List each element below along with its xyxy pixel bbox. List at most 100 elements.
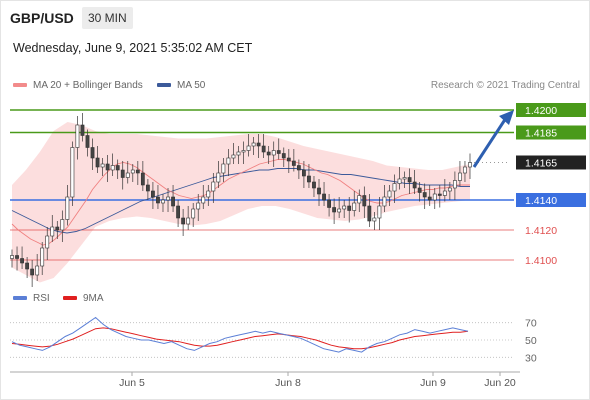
ma50-swatch [157, 83, 171, 88]
candle-body [226, 157, 231, 165]
rsi-swatch [13, 296, 27, 301]
level-value-1.4120: 1.4120 [525, 225, 557, 237]
datetime-label: Wednesday, June 9, 2021 5:35:02 AM CET [13, 41, 253, 55]
candle-body [357, 195, 362, 204]
candle-body [372, 217, 377, 222]
candle-body [60, 219, 65, 231]
candle-body [447, 187, 452, 192]
candle-body [307, 175, 311, 183]
candle-body [276, 150, 281, 154]
level-value-1.4140: 1.4140 [525, 195, 557, 207]
candle-body [266, 151, 271, 156]
candle-body [30, 268, 35, 276]
projection-arrow [472, 117, 508, 168]
candle-body [10, 255, 14, 259]
candle-body [412, 181, 417, 189]
candle-body [95, 157, 100, 168]
candle-body [392, 183, 397, 192]
candle-body [35, 265, 40, 276]
level-value-1.4200: 1.4200 [525, 105, 557, 117]
ma20-line [11, 159, 470, 246]
candle-body [397, 178, 402, 184]
candle-body [256, 142, 261, 147]
candle-body [322, 193, 326, 201]
candle-body [347, 205, 352, 211]
candle-body [176, 205, 180, 219]
candle-body [312, 181, 316, 189]
candle-body [296, 165, 301, 171]
candle-body [261, 145, 266, 153]
candle-body [432, 193, 437, 201]
candle-body [291, 160, 296, 166]
candle-body [15, 255, 19, 259]
x-tick-label: Jun 9 [420, 377, 446, 389]
projection-arrowhead [499, 110, 514, 125]
rsi-label: RSI [33, 293, 50, 304]
timeframe-button[interactable]: 30 MIN [82, 7, 133, 29]
candle-body [50, 226, 55, 237]
candle-body [85, 135, 90, 148]
ma20-label: MA 20 + Bollinger Bands [33, 80, 143, 91]
candle-body [458, 172, 462, 181]
candle-body [186, 217, 191, 225]
candle-body [327, 199, 331, 208]
rsi-line [11, 316, 469, 353]
ma20-swatch [13, 83, 27, 88]
level-tag-1.4140 [516, 193, 586, 207]
pair-title: GBP/USD [10, 10, 74, 26]
candle-body [145, 184, 150, 192]
candle-body [151, 190, 155, 198]
rsi-tick-70: 70 [525, 318, 537, 330]
candle-body [236, 151, 241, 156]
candle-body [352, 202, 357, 211]
x-tick-label: Jun 8 [275, 377, 301, 389]
ma9-line [11, 327, 469, 350]
rsi-tick-50: 50 [525, 335, 537, 347]
candle-body [80, 124, 85, 136]
candle-body [45, 235, 50, 249]
candle-body [286, 157, 291, 162]
research-credit: Research © 2021 Trading Central [430, 80, 580, 91]
candle-body [251, 142, 256, 147]
ma9-swatch [63, 296, 77, 301]
level-value-1.4165: 1.4165 [525, 158, 557, 170]
candle-body [332, 207, 337, 213]
candle-body [463, 166, 467, 174]
candle-body [417, 187, 422, 193]
candle-body [317, 187, 321, 195]
candle-body [90, 147, 95, 159]
candle-body [65, 196, 70, 220]
candle-body [442, 190, 447, 196]
level-tag-1.4165 [516, 155, 586, 170]
candle-body [161, 199, 165, 204]
candle-body [337, 208, 342, 213]
candle-body [120, 169, 125, 178]
candle-body [181, 217, 186, 225]
candle-body [40, 247, 45, 267]
candle-body [100, 163, 105, 168]
candle-body [140, 172, 145, 186]
candle-body [55, 226, 60, 231]
candle-body [246, 145, 251, 151]
candle-body [241, 150, 246, 153]
legend-9ma: 9MA [63, 293, 104, 304]
candle-body [166, 196, 170, 201]
level-tag-1.4200 [516, 103, 586, 117]
legend-ma50: MA 50 [157, 80, 205, 91]
candle-body [20, 258, 24, 264]
legend-ma20: MA 20 + Bollinger Bands [13, 80, 143, 91]
candle-body [191, 208, 196, 219]
candle-body [201, 196, 206, 204]
candle-body [211, 181, 216, 192]
candle-body [302, 169, 306, 177]
candle-body [70, 147, 75, 198]
candle-body [407, 177, 412, 183]
ma50-label: MA 50 [177, 80, 206, 91]
candle-body [377, 205, 382, 219]
candle-body [453, 180, 457, 189]
candle-body [437, 193, 442, 196]
candle-body [196, 202, 201, 210]
candle-body [231, 154, 236, 159]
candle-body [171, 196, 175, 207]
candle-body [367, 205, 372, 222]
